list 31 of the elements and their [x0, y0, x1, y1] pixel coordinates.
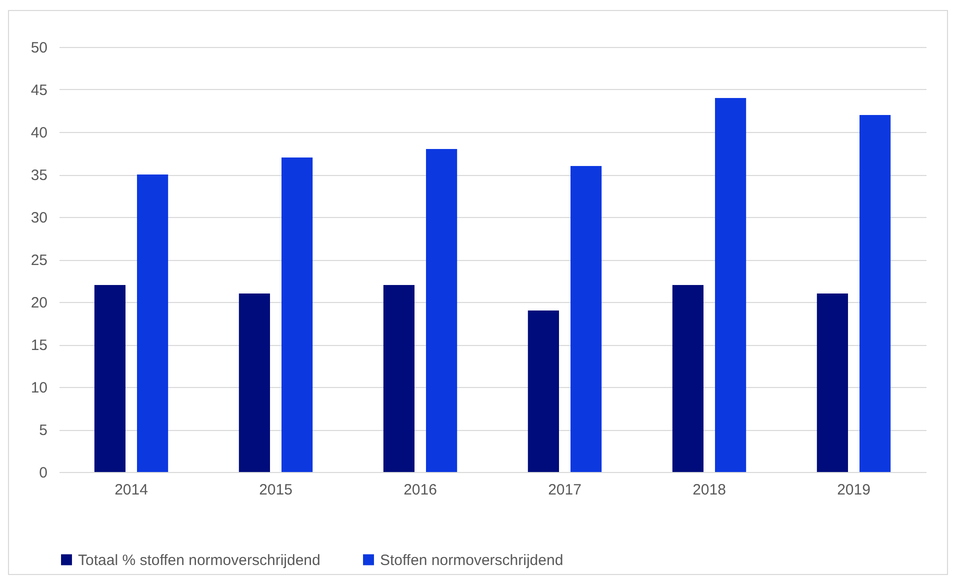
y-tick-label: 45 — [30, 82, 48, 99]
y-tick-label: 30 — [30, 210, 48, 226]
bar — [860, 115, 891, 472]
y-tick-label: 35 — [30, 167, 48, 184]
y-tick-label: 50 — [30, 40, 48, 56]
bar — [715, 98, 746, 472]
bar — [816, 294, 848, 472]
y-tick-label: 15 — [30, 337, 48, 354]
x-tick-label: 2019 — [837, 482, 870, 498]
y-tick-label: 0 — [39, 464, 48, 482]
x-tick-label: 2017 — [548, 482, 582, 498]
x-tick-label: 2018 — [692, 482, 726, 498]
legend-label: Stoffen normoverschrijdend — [380, 552, 564, 569]
bar — [426, 149, 458, 472]
bar — [137, 174, 168, 472]
bar — [238, 294, 270, 472]
y-tick-label: 5 — [39, 422, 48, 439]
x-tick-label: 2016 — [404, 482, 437, 498]
legend-label: Totaal % stoffen normoverschrijdend — [78, 552, 320, 569]
y-tick-label: 10 — [30, 380, 48, 396]
bar — [282, 158, 313, 472]
y-tick-label: 40 — [30, 124, 48, 142]
y-tick-label: 25 — [30, 252, 48, 269]
bar — [383, 285, 414, 472]
bar — [672, 285, 704, 472]
x-tick-label: 2014 — [114, 482, 148, 498]
bar — [570, 166, 602, 472]
bar — [528, 310, 559, 472]
y-tick-label: 20 — [30, 294, 48, 312]
x-tick-label: 2015 — [259, 482, 292, 498]
bar — [94, 285, 126, 472]
